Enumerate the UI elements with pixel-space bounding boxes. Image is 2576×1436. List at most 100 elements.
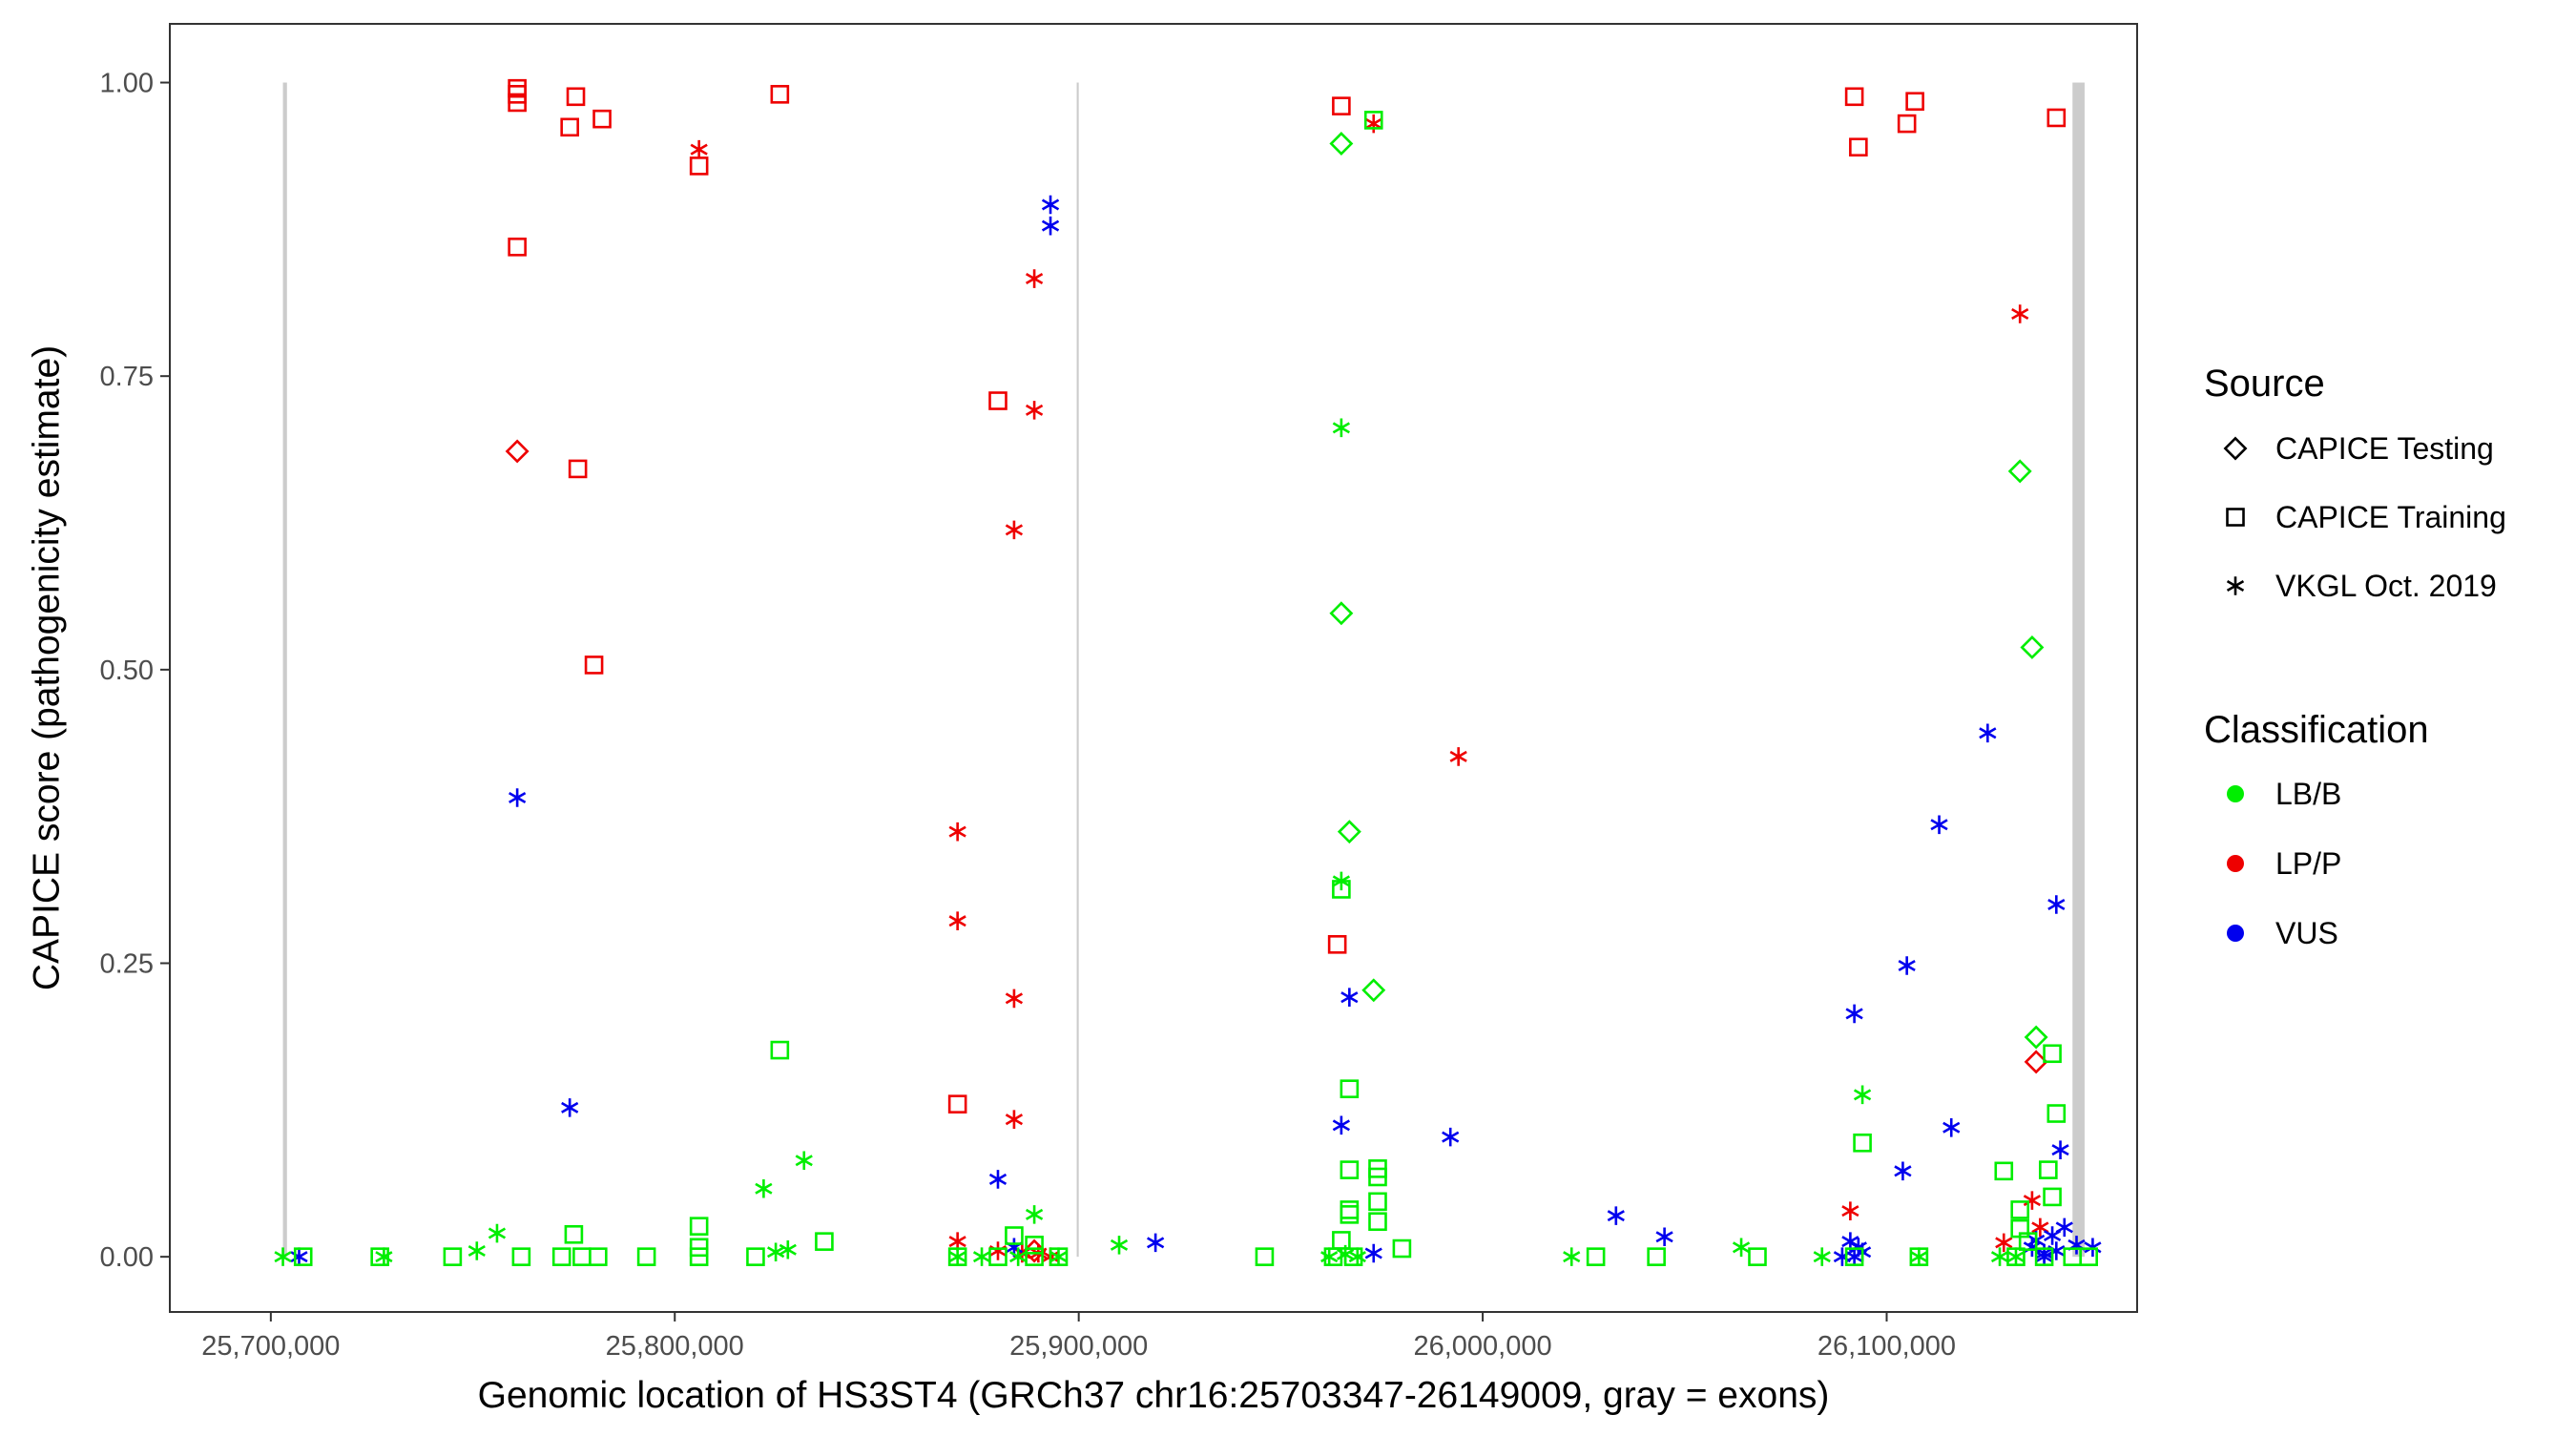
exon-band [2072, 82, 2085, 1258]
point-square [689, 1217, 709, 1236]
point-asterisk [690, 139, 708, 159]
point-square [1255, 1247, 1275, 1266]
point-square [2039, 1160, 2058, 1179]
point-asterisk [561, 1098, 579, 1117]
point-square [564, 1224, 584, 1244]
x-axis-title: Genomic location of HS3ST4 (GRCh37 chr16… [478, 1375, 1830, 1416]
point-asterisk [1364, 114, 1382, 134]
point-square [1853, 1133, 1872, 1153]
point-square [1340, 1079, 1360, 1098]
point-square [568, 459, 588, 479]
point-asterisk [1979, 723, 1997, 743]
point-asterisk [1563, 1247, 1581, 1266]
point-asterisk [1332, 418, 1351, 438]
point-square [2010, 1200, 2030, 1219]
point-square [293, 1247, 313, 1266]
point-square [508, 238, 527, 257]
point-square [1049, 1247, 1069, 1266]
point-asterisk [1833, 1247, 1852, 1266]
point-asterisk [1841, 1201, 1859, 1220]
point-asterisk [467, 1241, 486, 1260]
point-asterisk [1041, 195, 1060, 215]
point-asterisk [1005, 989, 1024, 1009]
point-asterisk [1813, 1247, 1831, 1266]
point-asterisk [274, 1247, 292, 1266]
x-tick-label: 26,000,000 [1413, 1331, 1551, 1362]
point-asterisk [766, 1242, 785, 1262]
point-diamond [2020, 635, 2045, 659]
point-square [511, 1247, 531, 1266]
point-square [1368, 1192, 1387, 1212]
point-asterisk [1147, 1233, 1165, 1253]
legend: Source CAPICE Testing CAPICE Training VKGL… [2204, 363, 2506, 950]
point-asterisk [1340, 988, 1359, 1007]
legend-classification-dot [2227, 855, 2244, 872]
point-asterisk [988, 1170, 1008, 1189]
point-square [988, 1247, 1008, 1266]
point-square [370, 1247, 389, 1266]
point-asterisk [488, 1223, 507, 1243]
point-square [566, 87, 586, 107]
point-square [2018, 1232, 2038, 1251]
y-tick-label: 0.25 [100, 949, 154, 980]
legend-source-title: Source [2204, 363, 2325, 405]
point-diamond [2024, 1050, 2048, 1074]
x-tick-label: 25,800,000 [606, 1331, 744, 1362]
point-asterisk [1320, 1247, 1339, 1266]
point-asterisk [2055, 1217, 2073, 1238]
point-asterisk [1110, 1236, 1129, 1255]
point-asterisk [1332, 1115, 1351, 1135]
legend-source-label: CAPICE Testing [2275, 431, 2494, 466]
point-asterisk [1348, 1247, 1366, 1266]
point-square [592, 109, 612, 129]
y-axis-title: CAPICE score (pathogenicity estimate) [27, 345, 68, 990]
point-asterisk [1990, 1247, 2009, 1266]
point-diamond [1329, 132, 1354, 156]
axes: 25,700,000 25,800,000 25,900,000 26,000,000… [100, 69, 1957, 1362]
point-square [689, 1238, 709, 1258]
legend-classification-title: Classification [2204, 709, 2429, 751]
exon-markers [282, 82, 2085, 1258]
point-asterisk [1009, 1247, 1028, 1266]
point-square [1392, 1238, 1412, 1259]
point-asterisk [1930, 815, 1948, 835]
point-asterisk-legend [2226, 576, 2245, 595]
point-square [551, 1247, 571, 1266]
legend-source-label: VKGL Oct. 2019 [2275, 569, 2497, 603]
point-square [1748, 1247, 1767, 1266]
point-diamond [1337, 820, 1361, 844]
legend-source-items: CAPICE Testing CAPICE Training VKGL Oct. 2… [2223, 431, 2506, 603]
point-asterisk [948, 1247, 966, 1266]
point-asterisk [1449, 747, 1467, 766]
y-tick-label: 0.00 [100, 1242, 154, 1273]
point-square [2043, 1187, 2062, 1207]
legend-source-label: CAPICE Training [2275, 500, 2506, 534]
plot-panel-border [169, 23, 2138, 1313]
point-square [947, 1094, 967, 1113]
point-asterisk [779, 1240, 797, 1259]
point-asterisk [2084, 1238, 2102, 1258]
point-square [1332, 880, 1351, 899]
point-square [1323, 1247, 1343, 1266]
point-square [1586, 1247, 1606, 1266]
point-asterisk [1894, 1161, 1912, 1181]
series-vkgl-oct-2019-lb-b [274, 418, 2025, 1266]
point-square [2006, 1247, 2025, 1266]
point-diamond-legend [2223, 436, 2248, 461]
point-square [1343, 1247, 1363, 1266]
point-square [1363, 111, 1383, 130]
point-square [1005, 1226, 1024, 1245]
point-square [560, 117, 579, 137]
point-asterisk [1049, 1247, 1068, 1266]
point-square [508, 93, 527, 113]
point-asterisk [795, 1151, 813, 1171]
point-diamond [505, 439, 530, 464]
point-square [2034, 1247, 2054, 1266]
point-asterisk [2051, 1140, 2069, 1159]
point-asterisk [1442, 1127, 1460, 1147]
legend-classification-label: LP/P [2275, 846, 2341, 881]
point-square [2079, 1247, 2098, 1266]
point-square [746, 1247, 765, 1266]
